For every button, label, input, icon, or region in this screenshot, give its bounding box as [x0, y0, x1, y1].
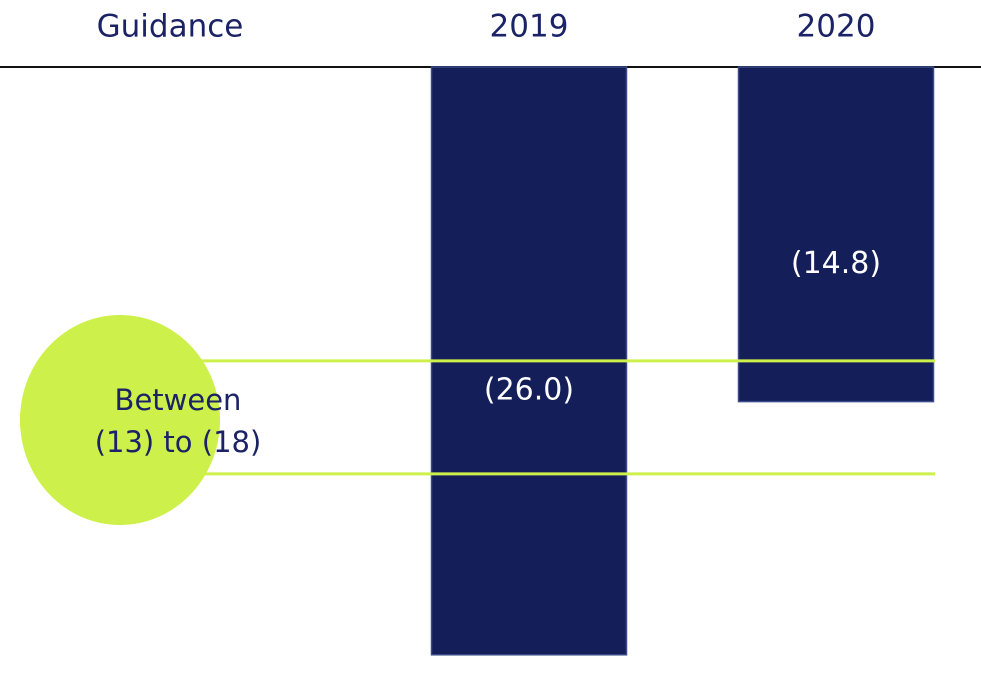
value-label: (14.8) [791, 246, 881, 281]
guidance-bubble [20, 315, 220, 525]
guidance-label: (13) to (18) [95, 425, 262, 459]
value-label: (26.0) [484, 372, 574, 407]
guidance-label: Between [115, 383, 242, 417]
category-header: 2019 [490, 9, 569, 45]
category-header: 2020 [797, 9, 876, 45]
bar [737, 66, 935, 403]
column-header: Guidance [97, 9, 244, 45]
